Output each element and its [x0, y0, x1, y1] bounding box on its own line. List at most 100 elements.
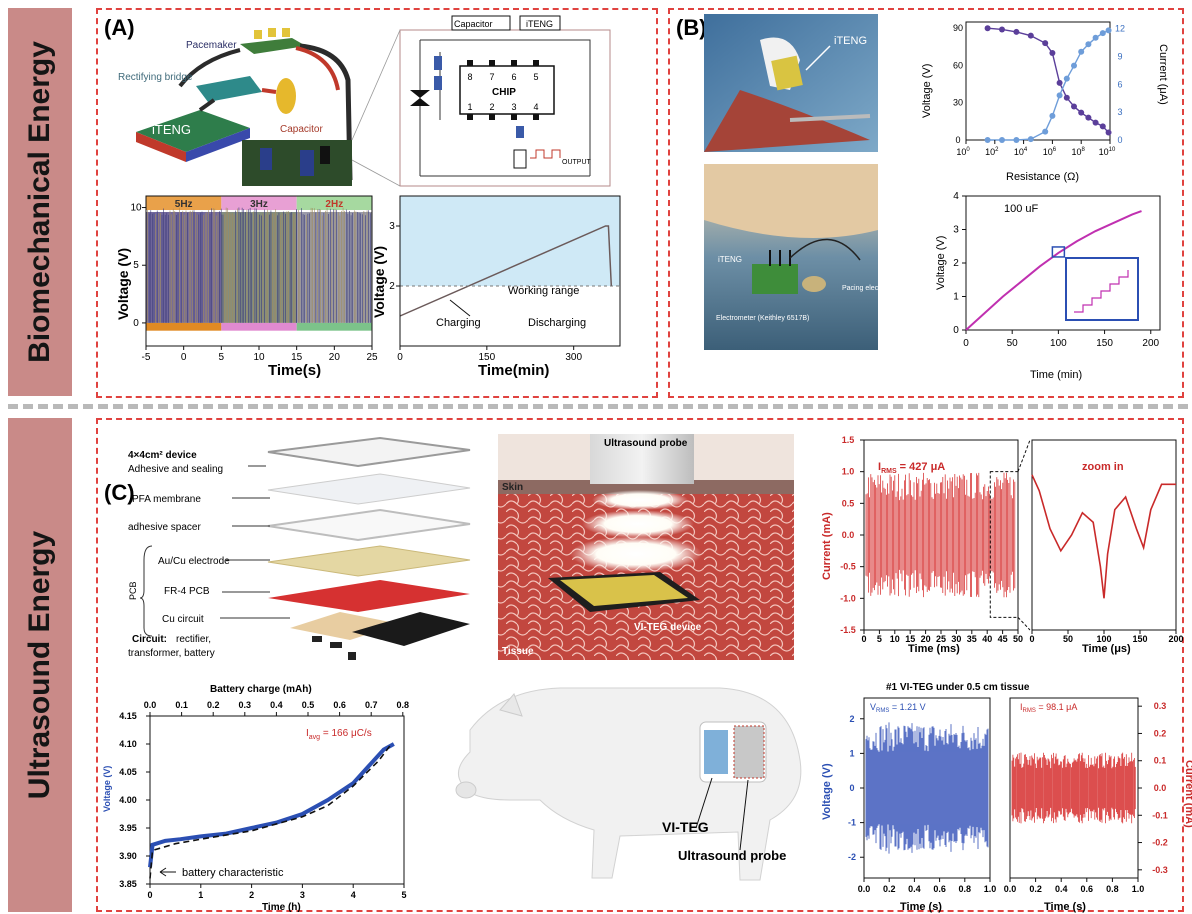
data-point [1092, 119, 1099, 126]
pacemaker-device-illustration [136, 28, 353, 186]
photo-iteng-label-2: iTENG [718, 255, 742, 264]
working-range-band [400, 196, 620, 286]
tick-label: 0.1 [175, 700, 188, 710]
tick-label: 0.0 [858, 884, 871, 894]
c-cur-irms-value: = 427 μA [897, 461, 946, 473]
tick-label: 4.05 [119, 767, 137, 777]
tick-label: 0.8 [397, 700, 410, 710]
data-point [1105, 129, 1112, 136]
ultrasound-tissue-illustration [498, 434, 794, 660]
panel-label-b: (B) [676, 15, 707, 40]
tick-label: -1.0 [840, 593, 856, 603]
tick-label: 5 [877, 634, 882, 644]
band-label: 2Hz [325, 199, 343, 210]
section-label-biomechanical: Biomechanical Energy [8, 8, 72, 396]
tick-label: -1 [848, 818, 856, 828]
tick-label: 10 [890, 634, 900, 644]
tick-exponent: 2 [995, 147, 999, 153]
tick-label: 9 [1117, 51, 1122, 61]
a-right-xlabel: Time(min) [478, 362, 549, 379]
charging-curve [399, 225, 613, 317]
tick-label: 3 [389, 221, 395, 232]
zoom-trace [1031, 474, 1176, 599]
data-point [1042, 40, 1049, 47]
panel-label-a: (A) [104, 15, 135, 40]
signal-trace [865, 722, 989, 854]
chip-pin-label: 2 [489, 102, 494, 112]
tick-label: 3 [1117, 107, 1122, 117]
circuit-iteng-label: iTENG [526, 19, 553, 29]
circuit-output-label: OUTPUT [562, 159, 592, 166]
tick-label: 20 [329, 352, 341, 363]
tick-label: 0.8 [1106, 884, 1119, 894]
signal-trace [1011, 752, 1136, 824]
panel-b-frame [668, 8, 1184, 398]
series-line [148, 742, 395, 868]
circuit-diagram [351, 15, 611, 187]
charge-curve [965, 210, 1142, 331]
tick-label: 2 [249, 890, 254, 900]
tick-label: 4.15 [119, 711, 137, 721]
b-bot-xlabel: Time (min) [1030, 369, 1082, 381]
tick-label: 200 [1142, 338, 1159, 349]
tick-label: 100 [1096, 634, 1111, 644]
stack-spacer-label: adhesive spacer [128, 522, 201, 533]
a-left-xlabel: Time(s) [268, 362, 321, 379]
tick-label: 0.2 [1154, 728, 1167, 738]
panel-c-frame [96, 418, 1184, 912]
tick-exponent: 4 [1024, 147, 1028, 153]
band-header [296, 196, 372, 210]
pig-viteg-label: VI-TEG [662, 819, 709, 835]
data-point [1063, 94, 1070, 101]
tick-label: 90 [953, 23, 963, 33]
c-zoom-xlabel: Time (μs) [1082, 643, 1131, 655]
data-point [984, 137, 991, 143]
band-trough [296, 322, 372, 331]
c-bat-toplabel: Battery charge (mAh) [210, 684, 312, 695]
zoom-box [989, 471, 1019, 618]
tick-label: 3 [953, 225, 959, 236]
c-bat-iavg: Iavg = 166 μC/s [306, 728, 372, 741]
stack-device-size: 4×4cm² device [128, 450, 197, 461]
tick-label: 3.85 [119, 879, 137, 889]
a-charging-label: Charging [436, 317, 481, 329]
tick-label: 5 [133, 260, 139, 271]
tick-label: 0 [861, 634, 866, 644]
tick-label: 3.95 [119, 823, 137, 833]
tick-label: 30 [953, 98, 963, 108]
data-point [1099, 30, 1106, 37]
b-top-xlabel: Resistance (Ω) [1006, 171, 1079, 183]
tick-label: 0.1 [1154, 756, 1167, 766]
c-bat-iavg-sub: avg [309, 734, 320, 741]
data-point [1099, 123, 1106, 130]
band-header [221, 196, 297, 210]
chart-c-battery: 0 1 2 3 4 5 0.0 0.1 0.2 0.3 0.4 0.5 0.6 0.7 0.8 3.85 3.9… [119, 700, 409, 900]
b-top-y2label: Current (μA) [1157, 44, 1169, 105]
tick-label: 0.6 [933, 884, 946, 894]
tick-label: 0 [133, 318, 139, 329]
band-header [146, 196, 222, 210]
chip-pins: 8 7 6 5 1 2 3 4 [467, 60, 539, 120]
tick-label: 200 [1168, 634, 1183, 644]
stack-fr4-label: FR-4 PCB [164, 586, 210, 597]
surgery-photo-electrometer [704, 164, 878, 350]
data-point [1092, 34, 1099, 41]
plot-frame [149, 715, 405, 885]
b-bot-ylabel: Voltage (V) [935, 236, 947, 290]
c-i-ylabel: Current (mA) [1183, 760, 1192, 828]
tick-label: 100 [1050, 338, 1067, 349]
data-point [1049, 50, 1056, 57]
pig-illustration [455, 687, 802, 881]
tick-label: 0.2 [1029, 884, 1042, 894]
band-label: 5Hz [175, 199, 193, 210]
tick-label: 4 [953, 191, 959, 202]
c-cur-irms-sub: RMS [881, 468, 897, 475]
data-point [1071, 62, 1077, 69]
tick-label: 40 [982, 634, 992, 644]
tick-label: 150 [478, 352, 495, 363]
tick-label: 1.5 [842, 435, 855, 445]
chart-c-zoom: 0 50 100 150 200 [1029, 439, 1184, 644]
chip-pin-label: 6 [511, 72, 516, 82]
